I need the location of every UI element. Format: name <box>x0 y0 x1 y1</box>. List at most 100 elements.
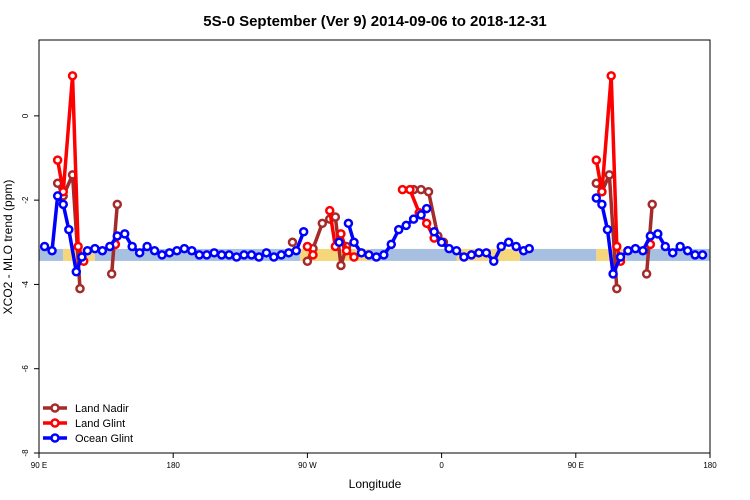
data-point <box>623 245 633 256</box>
data-point <box>52 155 63 165</box>
data-point <box>216 250 227 260</box>
data-point <box>349 252 359 262</box>
data-point <box>97 245 108 256</box>
legend: Land Nadir Land Glint Ocean Glint <box>43 403 133 445</box>
data-point <box>604 170 615 180</box>
data-point <box>503 237 514 248</box>
data-point <box>459 252 469 262</box>
data-point <box>298 227 309 237</box>
data-point <box>157 250 167 260</box>
legend-swatch-point <box>50 403 60 413</box>
data-point <box>127 241 137 252</box>
data-point <box>90 243 100 254</box>
data-point <box>675 241 685 252</box>
legend-label: Ocean Glint <box>75 433 133 445</box>
data-point <box>149 245 160 256</box>
data-point <box>261 248 272 258</box>
data-point <box>401 220 411 231</box>
data-point <box>421 203 432 214</box>
data-point <box>276 250 287 260</box>
data-point <box>612 283 622 294</box>
data-point <box>343 218 354 229</box>
data-point <box>421 218 432 229</box>
data-point <box>142 241 152 252</box>
data-point <box>47 245 57 256</box>
x-tick-label: 90 E <box>568 461 584 470</box>
data-point <box>119 229 130 239</box>
data-point <box>386 239 397 250</box>
data-point <box>612 241 622 252</box>
data-point <box>597 186 607 197</box>
data-point <box>444 243 454 254</box>
y-tick-label: -8 <box>21 449 30 457</box>
data-point <box>336 229 346 239</box>
legend-label: Land Nadir <box>75 403 129 415</box>
data-point <box>317 218 328 229</box>
series-layer <box>39 71 708 294</box>
data-point <box>302 241 313 252</box>
data-point <box>638 245 648 256</box>
data-point <box>436 237 447 248</box>
data-point <box>64 224 74 235</box>
data-point <box>291 245 301 256</box>
data-point <box>187 245 197 256</box>
data-point <box>653 229 663 239</box>
data-point <box>77 252 87 262</box>
data-point <box>336 260 346 271</box>
data-point <box>597 199 607 210</box>
chart-title: 5S-0 September (Ver 9) 2014-09-06 to 201… <box>203 13 547 30</box>
data-point <box>405 184 415 195</box>
x-axis: 90 E 180 90 W 0 90 E 180 <box>31 453 717 470</box>
data-point <box>194 250 205 260</box>
data-point <box>224 250 234 260</box>
data-point <box>308 250 318 260</box>
data-point <box>172 245 182 256</box>
data-point <box>397 184 408 195</box>
data-point <box>602 224 613 235</box>
data-point <box>481 248 492 258</box>
y-axis-title: XCO2 - MLO trend (ppm) <box>1 180 15 315</box>
data-point <box>39 241 50 252</box>
data-point <box>67 71 78 81</box>
data-point <box>647 199 657 210</box>
data-point <box>52 191 63 201</box>
data-point <box>231 252 242 262</box>
data-point <box>429 227 439 237</box>
data-point <box>524 243 534 254</box>
data-point <box>341 245 352 256</box>
data-point <box>511 241 521 252</box>
data-point <box>112 231 123 241</box>
data-point <box>591 193 602 203</box>
x-axis-title: Longitude <box>349 477 402 491</box>
data-point <box>287 237 298 248</box>
data-point <box>105 241 115 252</box>
legend-swatch-point <box>50 418 60 428</box>
data-point <box>202 250 212 260</box>
data-point <box>489 256 499 266</box>
data-point <box>330 212 341 222</box>
data-point <box>71 267 82 277</box>
data-point <box>697 250 708 260</box>
data-point <box>645 231 656 241</box>
data-point <box>325 205 335 216</box>
data-point <box>364 250 374 260</box>
y-tick-label: 0 <box>21 113 30 118</box>
data-point <box>75 283 85 294</box>
data-point <box>408 214 419 224</box>
series-1 <box>52 71 656 266</box>
data-point <box>608 269 618 279</box>
data-point <box>239 250 249 260</box>
data-point <box>349 237 359 248</box>
data-point <box>466 250 477 260</box>
data-point <box>254 252 264 262</box>
x-tick-label: 0 <box>439 461 444 470</box>
series-2 <box>39 191 708 279</box>
data-point <box>356 248 367 258</box>
data-point <box>690 250 700 260</box>
data-point <box>379 250 389 260</box>
band-segment-ocean <box>370 248 457 261</box>
data-point <box>615 252 626 262</box>
data-point <box>474 248 484 258</box>
y-tick-label: -2 <box>21 196 30 204</box>
